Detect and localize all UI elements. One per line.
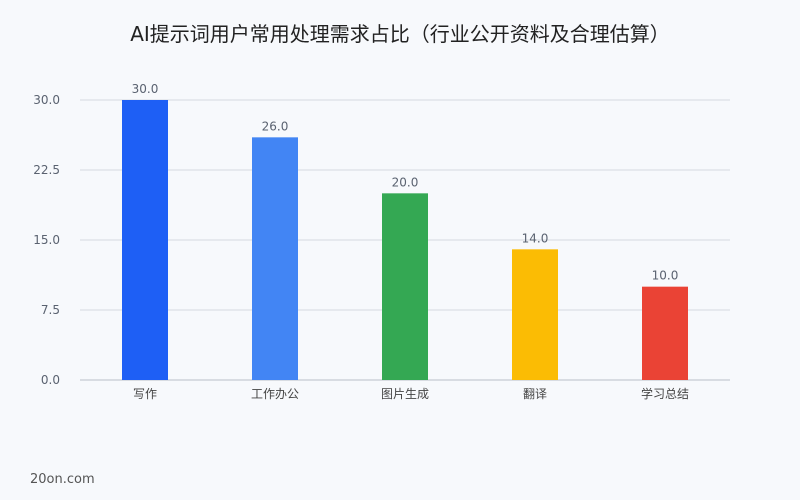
y-tick-label: 22.5 [33,163,60,177]
y-tick-label: 0.0 [41,373,60,387]
y-tick-label: 7.5 [41,303,60,317]
bar [382,193,428,380]
y-axis-ticks: 0.0 7.5 15.0 22.5 30.0 [33,93,60,387]
bars [122,100,688,380]
value-label: 30.0 [132,82,159,96]
value-label: 26.0 [262,119,289,133]
x-tick-label: 图片生成 [381,387,429,401]
x-tick-label: 翻译 [523,387,547,401]
x-tick-label: 工作办公 [251,386,299,401]
value-label: 20.0 [392,175,419,189]
bar [122,100,168,380]
y-tick-label: 15.0 [33,233,60,247]
bar [252,137,298,380]
value-labels: 30.0 26.0 20.0 14.0 10.0 [132,82,679,283]
x-axis-ticks: 写作 工作办公 图片生成 翻译 学习总结 [133,386,689,401]
x-tick-label: 学习总结 [641,386,689,401]
value-label: 10.0 [652,269,679,283]
value-label: 14.0 [522,231,549,245]
y-tick-label: 30.0 [33,93,60,107]
watermark: 20on.com [30,472,95,487]
chart-title: AI提示词用户常用处理需求占比（行业公开资料及合理估算） [130,22,670,46]
bar [642,286,688,380]
x-tick-label: 写作 [133,387,157,401]
bar [512,249,558,380]
